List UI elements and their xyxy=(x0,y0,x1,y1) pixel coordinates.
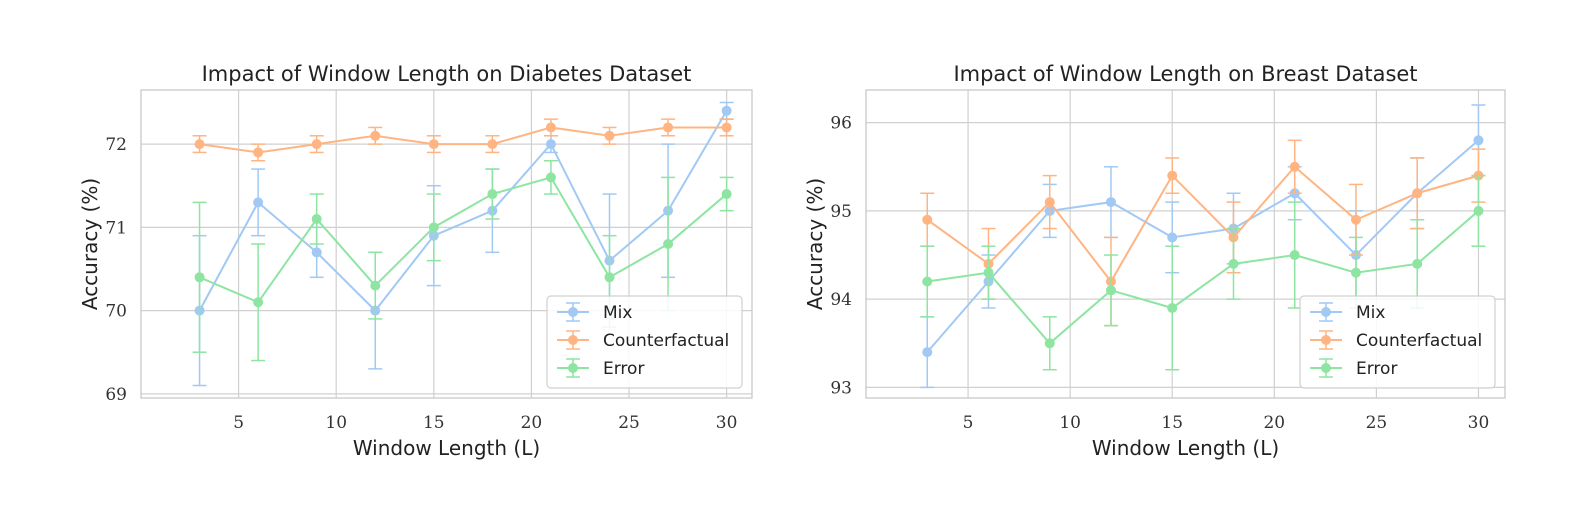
data-point xyxy=(663,122,673,132)
legend-marker xyxy=(568,335,578,345)
data-point xyxy=(1106,285,1116,295)
legend-marker xyxy=(1321,363,1331,373)
x-tick-label: 5 xyxy=(233,413,244,433)
data-point xyxy=(1351,215,1361,225)
y-axis-label: Accuracy (%) xyxy=(78,178,102,310)
data-point xyxy=(1412,188,1422,198)
data-point xyxy=(546,139,556,149)
data-point xyxy=(722,189,732,199)
data-point xyxy=(1167,171,1177,181)
legend-label-counterfactual: Counterfactual xyxy=(603,331,729,351)
data-point xyxy=(922,277,932,287)
y-tick-label: 95 xyxy=(830,202,852,222)
x-tick-label: 20 xyxy=(1263,413,1285,433)
y-tick-label: 70 xyxy=(105,302,127,322)
legend-label-mix: Mix xyxy=(1356,303,1385,323)
x-axis-label: Window Length (L) xyxy=(353,436,540,460)
x-tick-label: 25 xyxy=(618,413,640,433)
legend-label-mix: Mix xyxy=(603,303,632,323)
x-tick-label: 10 xyxy=(1059,413,1081,433)
x-axis-label: Window Length (L) xyxy=(1092,436,1279,460)
chart-panel-2: 5 10 15 20 25 30 93 94 95 96 Impact of Window Leng… xyxy=(803,62,1505,460)
legend-label-error: Error xyxy=(1356,359,1397,379)
y-axis-label: Accuracy (%) xyxy=(803,178,827,310)
chart-title: Impact of Window Length on Breast Datase… xyxy=(953,62,1417,86)
legend-marker xyxy=(568,363,578,373)
data-point xyxy=(604,272,614,282)
data-point xyxy=(253,147,263,157)
chart-panel-1: 5 10 15 20 25 30 69 70 71 72 Impact of Window Leng… xyxy=(78,62,752,460)
data-point xyxy=(370,131,380,141)
data-point xyxy=(1045,197,1055,207)
x-tick-label: 30 xyxy=(1468,413,1490,433)
y-tick-label: 93 xyxy=(830,378,852,398)
data-point xyxy=(722,106,732,116)
data-point xyxy=(1228,259,1238,269)
data-point xyxy=(312,214,322,224)
data-point xyxy=(604,131,614,141)
legend-label-counterfactual: Counterfactual xyxy=(1356,331,1482,351)
x-tick-label: 20 xyxy=(521,413,543,433)
series-line xyxy=(200,177,727,302)
data-point xyxy=(1412,259,1422,269)
data-point xyxy=(429,139,439,149)
y-tick-label: 71 xyxy=(105,218,127,238)
data-point xyxy=(1473,135,1483,145)
data-point xyxy=(312,139,322,149)
data-point xyxy=(1351,268,1361,278)
chart-title: Impact of Window Length on Diabetes Data… xyxy=(202,62,692,86)
data-point xyxy=(195,139,205,149)
series-line xyxy=(200,127,727,152)
data-point xyxy=(195,272,205,282)
y-tick-label: 94 xyxy=(830,290,852,310)
legend: Mix Counterfactual Error xyxy=(1300,296,1495,388)
legend-marker xyxy=(1321,335,1331,345)
y-tick-label: 72 xyxy=(105,135,127,155)
x-tick-label: 30 xyxy=(716,413,738,433)
x-tick-label: 15 xyxy=(423,413,445,433)
x-tick-label: 5 xyxy=(963,413,974,433)
legend-marker xyxy=(568,307,578,317)
x-tick-label: 15 xyxy=(1161,413,1183,433)
data-point xyxy=(1290,250,1300,260)
data-point xyxy=(1473,206,1483,216)
data-point xyxy=(487,189,497,199)
data-point xyxy=(546,122,556,132)
data-point xyxy=(1045,338,1055,348)
data-point xyxy=(722,122,732,132)
data-point xyxy=(253,197,263,207)
data-point xyxy=(429,222,439,232)
data-point xyxy=(983,268,993,278)
data-point xyxy=(546,172,556,182)
data-point xyxy=(1106,197,1116,207)
series-counterfactual xyxy=(193,119,734,161)
data-point xyxy=(487,139,497,149)
data-point xyxy=(922,347,932,357)
data-point xyxy=(312,247,322,257)
legend: Mix Counterfactual Error xyxy=(547,296,742,388)
y-tick-label: 69 xyxy=(105,385,127,405)
figure: 5 10 15 20 25 30 69 70 71 72 Impact of Window Leng… xyxy=(0,0,1578,526)
data-point xyxy=(663,239,673,249)
y-tick-label: 96 xyxy=(830,114,852,134)
x-tick-label: 10 xyxy=(325,413,347,433)
series-line xyxy=(927,167,1478,282)
legend-label-error: Error xyxy=(603,359,644,379)
data-point xyxy=(370,281,380,291)
data-point xyxy=(253,297,263,307)
data-point xyxy=(1167,303,1177,313)
x-tick-label: 25 xyxy=(1366,413,1388,433)
data-point xyxy=(922,215,932,225)
data-point xyxy=(1167,232,1177,242)
legend-marker xyxy=(1321,307,1331,317)
data-point xyxy=(1290,162,1300,172)
